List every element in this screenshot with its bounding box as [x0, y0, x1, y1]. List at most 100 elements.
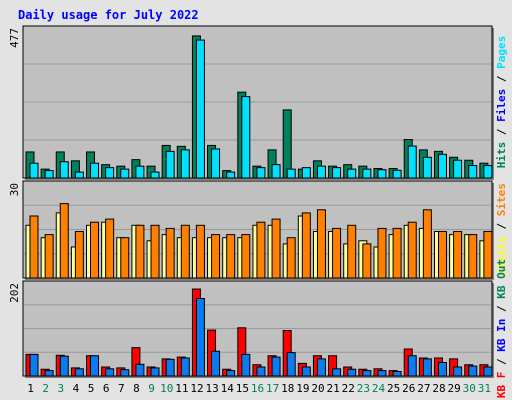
- bar-files-day-9: [150, 171, 160, 179]
- bar-files-day-13: [211, 148, 221, 179]
- bar-sites-day-26: [407, 221, 417, 279]
- bar-kb-in-day-27: [422, 358, 432, 377]
- bar-sites-day-18: [286, 237, 296, 279]
- x-tick-label-day-30: 30: [463, 382, 476, 395]
- bar-files-day-4: [74, 171, 84, 179]
- x-tick-label-day-14: 14: [221, 382, 235, 395]
- bar-files-day-10: [165, 150, 175, 179]
- bar-files-day-3: [59, 161, 69, 179]
- bar-kb-in-day-4: [74, 368, 84, 377]
- bar-kb-in-day-17: [271, 356, 281, 377]
- bar-kb-in-day-13: [211, 350, 221, 377]
- bar-kb-in-day-2: [44, 370, 54, 377]
- bar-sites-day-5: [90, 221, 100, 279]
- x-tick-label-day-22: 22: [342, 382, 355, 395]
- bar-files-day-22: [347, 168, 357, 179]
- bar-kb-in-day-1: [29, 353, 39, 377]
- bar-sites-day-10: [165, 227, 175, 279]
- legend-entry: /: [495, 122, 508, 142]
- bar-files-day-27: [422, 156, 432, 179]
- legend-kb: KB F / KB In / KB Out: [495, 259, 508, 398]
- bar-kb-in-day-26: [407, 355, 417, 377]
- x-tick-label-day-8: 8: [133, 382, 140, 395]
- bar-files-day-23: [362, 168, 372, 179]
- legend-hits-files-pages: Hits / Files / Pages: [495, 36, 508, 169]
- x-tick-label-day-23: 23: [357, 382, 370, 395]
- bar-sites-day-14: [226, 234, 236, 279]
- bar-files-day-1: [29, 162, 39, 179]
- bar-kb-in-day-25: [392, 370, 402, 377]
- bar-sites-day-8: [135, 224, 145, 279]
- bar-files-day-18: [286, 168, 296, 179]
- legend-entry: /: [495, 352, 508, 372]
- x-tick-label-day-27: 27: [417, 382, 430, 395]
- bar-sites-day-24: [377, 227, 387, 279]
- bar-sites-day-28: [437, 231, 447, 279]
- bar-sites-day-23: [362, 243, 372, 279]
- legend-visits-sites: Visits / Sites: [495, 183, 508, 276]
- bar-files-day-11: [180, 149, 190, 179]
- bar-files-day-25: [392, 169, 402, 179]
- legend-entry: KB In: [495, 319, 508, 352]
- legend-entry: Sites: [495, 183, 508, 216]
- bar-files-day-31: [483, 165, 493, 179]
- x-tick-label-day-1: 1: [27, 382, 34, 395]
- legend-entry: Visits: [495, 236, 508, 276]
- bar-kb-in-day-24: [377, 370, 387, 377]
- bar-kb-in-day-12: [195, 298, 205, 377]
- bar-kb-in-day-29: [453, 366, 463, 377]
- y-max-label: 30: [8, 183, 21, 196]
- bar-sites-day-4: [74, 231, 84, 279]
- bar-kb-in-day-20: [316, 358, 326, 377]
- legend-entry: /: [495, 299, 508, 319]
- bar-files-day-8: [135, 165, 145, 179]
- bar-kb-in-day-23: [362, 370, 372, 377]
- bar-kb-in-day-6: [105, 368, 115, 377]
- bar-kb-in-day-19: [301, 366, 311, 377]
- panel-hits-files-pages: 477 Hits / Files / Pages: [8, 25, 508, 180]
- bar-kb-in-day-10: [165, 358, 175, 377]
- bar-kb-in-day-21: [332, 368, 342, 377]
- bar-files-day-15: [241, 96, 251, 179]
- x-tick-label-day-21: 21: [327, 382, 340, 395]
- bar-sites-day-11: [180, 224, 190, 279]
- x-tick-label-day-28: 28: [432, 382, 445, 395]
- bar-files-day-24: [377, 169, 387, 179]
- series-kb-in: [29, 298, 493, 377]
- x-tick-label-day-12: 12: [190, 382, 203, 395]
- bar-sites-day-6: [105, 218, 115, 279]
- bar-kb-in-day-8: [135, 363, 145, 377]
- legend-entry: KB F: [495, 372, 508, 399]
- bar-kb-in-day-22: [347, 368, 357, 377]
- bar-kb-in-day-18: [286, 352, 296, 377]
- bar-sites-day-17: [271, 218, 281, 279]
- x-tick-label-day-11: 11: [175, 382, 188, 395]
- legend-entry: /: [495, 69, 508, 89]
- bar-files-day-14: [226, 171, 236, 179]
- bar-sites-day-13: [211, 234, 221, 279]
- panel-visits-sites: 30 Visits / Sites: [8, 180, 508, 280]
- bar-sites-day-19: [301, 212, 311, 279]
- bar-kb-in-day-11: [180, 357, 190, 377]
- bar-sites-day-25: [392, 227, 402, 279]
- x-tick-label-day-2: 2: [42, 382, 49, 395]
- chart-title: Daily usage for July 2022: [18, 8, 199, 22]
- x-tick-label-day-10: 10: [160, 382, 173, 395]
- bar-files-day-5: [90, 162, 100, 179]
- x-tick-label-day-29: 29: [448, 382, 461, 395]
- bar-files-day-26: [407, 145, 417, 179]
- bar-files-day-20: [316, 165, 326, 179]
- x-tick-label-day-4: 4: [73, 382, 80, 395]
- bar-files-day-28: [437, 153, 447, 179]
- legend-entry: /: [495, 216, 508, 236]
- bar-kb-in-day-28: [437, 361, 447, 377]
- x-tick-label-day-31: 31: [478, 382, 491, 395]
- bar-files-day-30: [468, 165, 478, 179]
- x-tick-label-day-5: 5: [88, 382, 95, 395]
- bar-sites-day-31: [483, 231, 493, 279]
- bar-files-day-16: [256, 167, 266, 179]
- bar-kb-in-day-14: [226, 370, 236, 377]
- bar-sites-day-12: [195, 224, 205, 279]
- bar-sites-day-2: [44, 234, 54, 279]
